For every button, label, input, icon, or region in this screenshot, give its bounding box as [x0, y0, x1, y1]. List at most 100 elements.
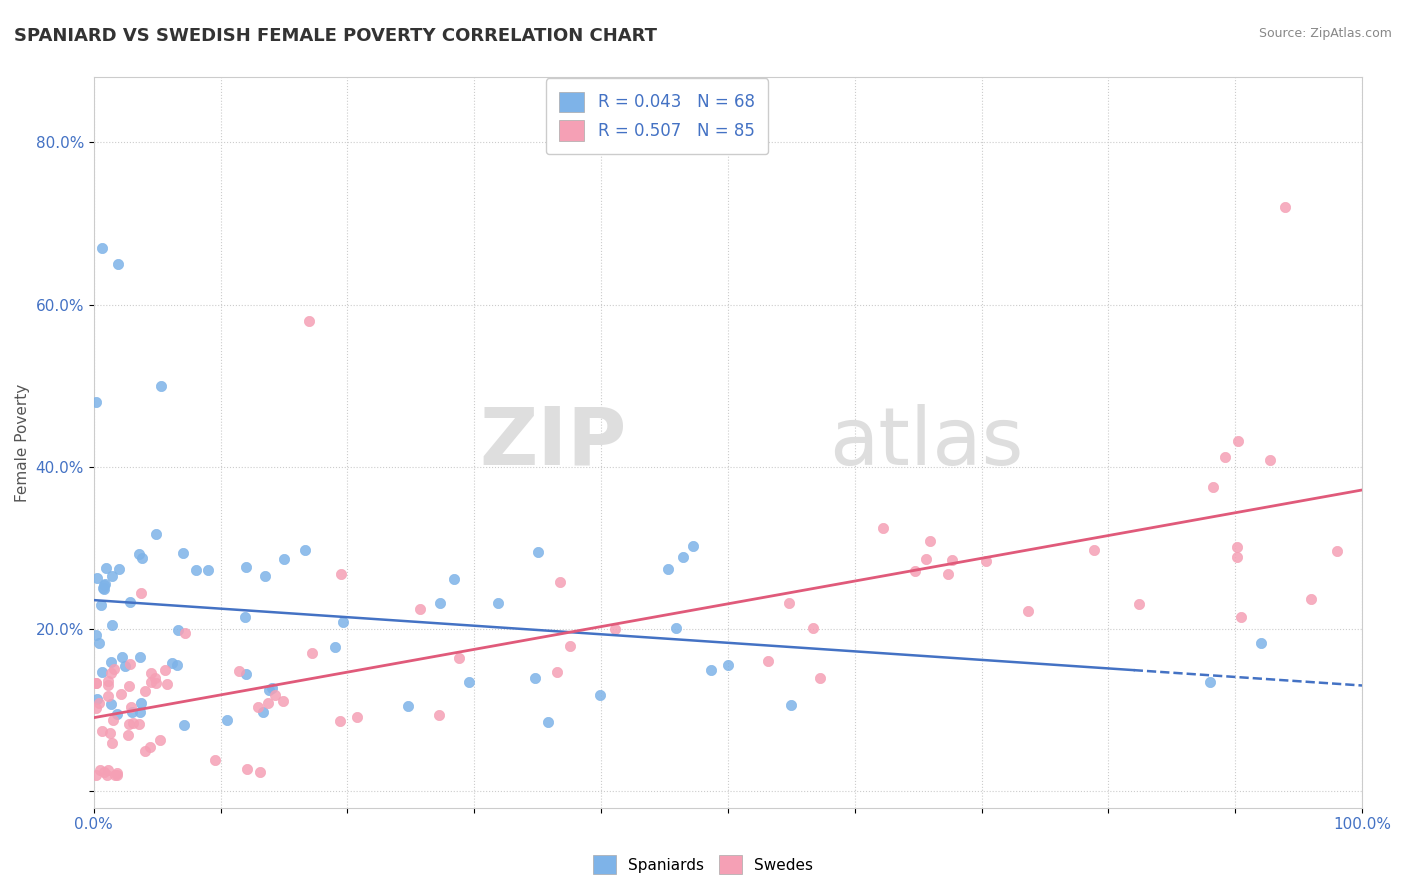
Point [228, 665, 250, 679]
Point [323, 640, 346, 654]
Point [235, 560, 257, 574]
Point [94, 560, 117, 574]
Point [121, 716, 143, 731]
Point [110, 687, 132, 701]
Point [1326, 543, 1348, 558]
Point [524, 671, 547, 685]
Point [129, 696, 152, 710]
Point [117, 728, 139, 742]
Point [298, 314, 321, 328]
Point [588, 688, 610, 702]
Point [447, 651, 470, 665]
Legend: R = 0.043   N = 68, R = 0.507   N = 85: R = 0.043 N = 68, R = 0.507 N = 85 [546, 78, 768, 154]
Point [108, 562, 131, 576]
Point [160, 657, 183, 671]
Point [904, 564, 927, 578]
Point [665, 620, 688, 634]
Point [94, 577, 117, 591]
Point [1226, 549, 1249, 564]
Point [90, 598, 112, 612]
Point [409, 602, 432, 616]
Point [246, 700, 269, 714]
Point [97, 763, 120, 777]
Point [233, 610, 256, 624]
Point [145, 671, 167, 685]
Point [546, 665, 568, 680]
Point [97, 677, 120, 691]
Point [139, 666, 162, 681]
Point [1229, 610, 1251, 624]
Point [86, 692, 108, 706]
Point [105, 768, 128, 782]
Point [87, 696, 110, 710]
Point [1083, 543, 1105, 558]
Point [249, 764, 271, 779]
Point [120, 700, 142, 714]
Point [1017, 604, 1039, 618]
Point [174, 625, 197, 640]
Point [301, 646, 323, 660]
Point [936, 566, 959, 581]
Point [1227, 434, 1250, 448]
Point [780, 698, 803, 712]
Point [134, 684, 156, 698]
Text: Source: ZipAtlas.com: Source: ZipAtlas.com [1258, 27, 1392, 40]
Point [253, 569, 276, 583]
Point [105, 765, 128, 780]
Point [915, 552, 938, 566]
Point [1258, 453, 1281, 467]
Legend: Spaniards, Swedes: Spaniards, Swedes [586, 849, 820, 880]
Point [605, 622, 627, 636]
Point [443, 573, 465, 587]
Point [346, 710, 368, 724]
Point [91, 581, 114, 595]
Point [131, 586, 153, 600]
Point [86, 676, 108, 690]
Point [657, 562, 679, 576]
Point [537, 714, 560, 729]
Point [257, 683, 280, 698]
Point [1301, 591, 1323, 606]
Point [941, 553, 963, 567]
Point [93, 577, 115, 591]
Point [756, 654, 779, 668]
Point [332, 615, 354, 629]
Point [86, 701, 108, 715]
Point [149, 732, 172, 747]
Point [252, 705, 274, 719]
Point [129, 705, 152, 719]
Point [91, 241, 114, 255]
Point [86, 768, 108, 782]
Point [271, 693, 294, 707]
Point [197, 563, 219, 577]
Point [458, 675, 481, 690]
Point [139, 739, 162, 754]
Point [87, 636, 110, 650]
Point [172, 546, 194, 560]
Point [97, 689, 120, 703]
Point [294, 542, 316, 557]
Point [145, 527, 167, 541]
Point [91, 665, 114, 679]
Point [166, 658, 188, 673]
Text: SPANIARD VS SWEDISH FEMALE POVERTY CORRELATION CHART: SPANIARD VS SWEDISH FEMALE POVERTY CORRE… [14, 27, 657, 45]
Point [396, 698, 419, 713]
Point [100, 665, 122, 680]
Point [134, 743, 156, 757]
Point [548, 574, 571, 589]
Point [329, 714, 352, 729]
Point [141, 675, 163, 690]
Point [204, 753, 226, 767]
Point [129, 650, 152, 665]
Point [699, 663, 721, 677]
Point [918, 534, 941, 549]
Point [149, 378, 172, 392]
Point [103, 662, 125, 676]
Point [558, 639, 581, 653]
Point [101, 617, 124, 632]
Point [273, 552, 295, 566]
Point [166, 624, 188, 638]
Point [184, 563, 207, 577]
Point [801, 621, 824, 635]
Point [131, 551, 153, 566]
